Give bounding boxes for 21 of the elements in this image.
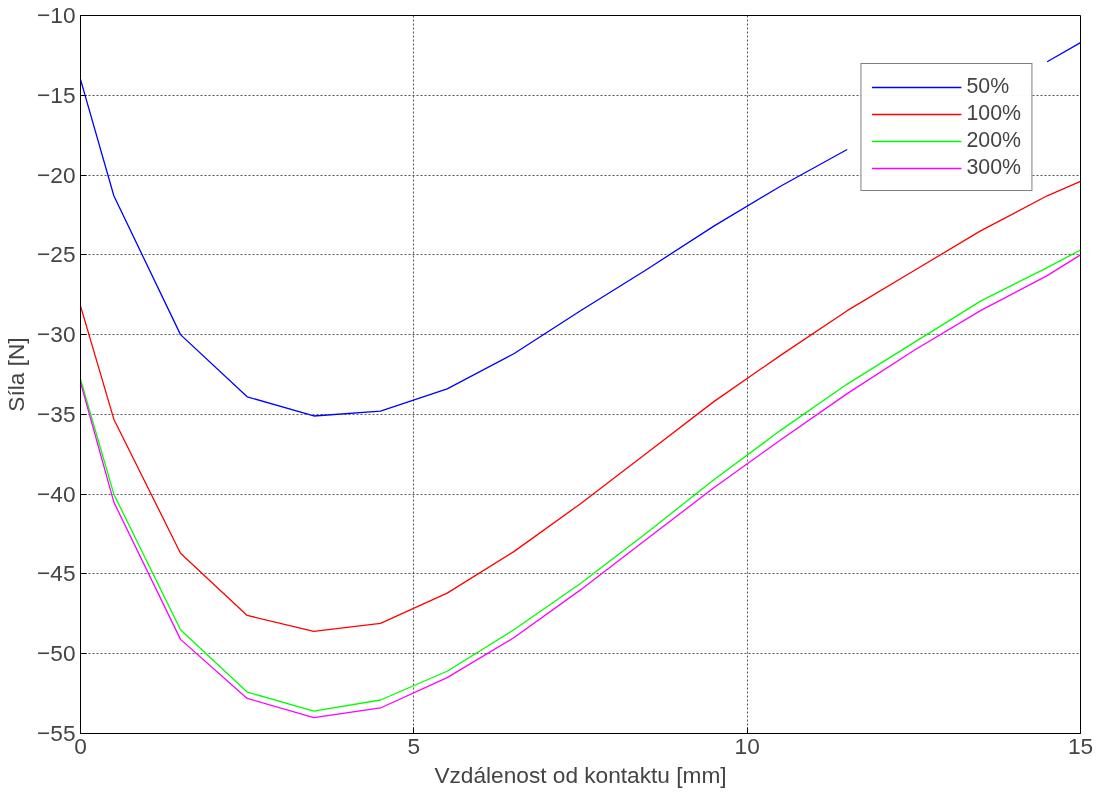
y-tick-label: −10	[37, 2, 76, 28]
y-tick-label: −25	[37, 241, 76, 268]
y-tick-label: −30	[37, 321, 76, 348]
y-tick-label: −20	[37, 161, 76, 188]
x-tick-label: 0	[74, 732, 87, 759]
x-tick-label: 10	[734, 732, 760, 759]
legend-label: 50%	[966, 74, 1010, 99]
line-series	[80, 180, 1081, 633]
y-tick-label: −50	[37, 640, 76, 667]
legend-label: 300%	[966, 155, 1021, 180]
legend-label: 200%	[966, 128, 1021, 153]
y-tick-label: −35	[37, 400, 76, 427]
y-tick-label: −45	[37, 560, 76, 587]
y-tick-label: −55	[37, 720, 76, 746]
y-tick-label: −40	[37, 480, 76, 507]
legend-label: 100%	[966, 101, 1021, 126]
y-tick-label: −15	[37, 81, 76, 108]
y-axis-title: Síla [N]	[3, 337, 30, 412]
x-tick-label: 5	[407, 732, 421, 759]
x-tick-label: 15	[1067, 732, 1094, 759]
x-axis-title: Vzdálenost od kontaktu [mm]	[434, 761, 727, 788]
